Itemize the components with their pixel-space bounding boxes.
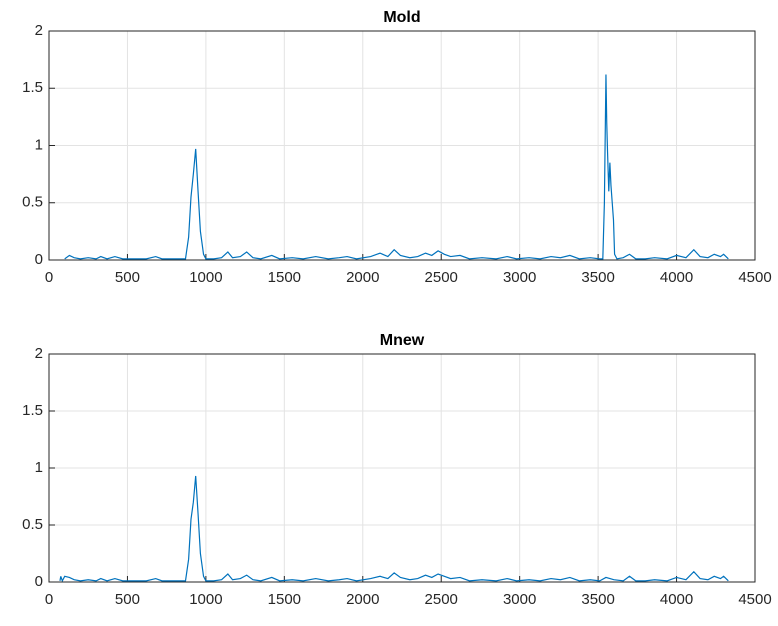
chart-title: Mnew (380, 332, 425, 349)
x-tick-label: 2000 (346, 269, 379, 286)
x-tick-label: 2500 (425, 591, 458, 608)
data-line (64, 74, 729, 260)
y-tick-label: 0.5 (22, 194, 43, 211)
x-tick-label: 1000 (189, 591, 222, 608)
chart-title: Mold (383, 9, 420, 26)
y-tick-label: 2 (35, 345, 43, 362)
y-tick-label: 0 (35, 251, 43, 268)
axes-box (48, 353, 756, 583)
x-tick-label: 0 (45, 591, 53, 608)
x-tick-label: 2500 (425, 269, 458, 286)
x-tick-label: 4000 (660, 591, 693, 608)
x-tick-label: 1000 (189, 269, 222, 286)
x-tick-label: 500 (115, 591, 140, 608)
x-tick-label: 2000 (346, 591, 379, 608)
x-tick-label: 0 (45, 269, 53, 286)
y-tick-label: 1 (35, 136, 43, 153)
y-tick-label: 1 (35, 459, 43, 476)
y-tick-label: 1.5 (22, 79, 43, 96)
x-tick-label: 1500 (268, 591, 301, 608)
axes-box (48, 30, 756, 261)
data-line (59, 475, 729, 583)
x-tick-label: 3500 (581, 591, 614, 608)
x-tick-label: 4000 (660, 269, 693, 286)
x-tick-label: 3000 (503, 591, 536, 608)
y-tick-label: 0 (35, 573, 43, 590)
x-tick-label: 3500 (581, 269, 614, 286)
x-tick-label: 3000 (503, 269, 536, 286)
x-tick-label: 4500 (738, 591, 771, 608)
x-tick-label: 1500 (268, 269, 301, 286)
y-tick-label: 1.5 (22, 402, 43, 419)
y-tick-label: 2 (35, 22, 43, 39)
y-tick-label: 0.5 (22, 516, 43, 533)
x-tick-label: 500 (115, 269, 140, 286)
x-tick-label: 4500 (738, 269, 771, 286)
